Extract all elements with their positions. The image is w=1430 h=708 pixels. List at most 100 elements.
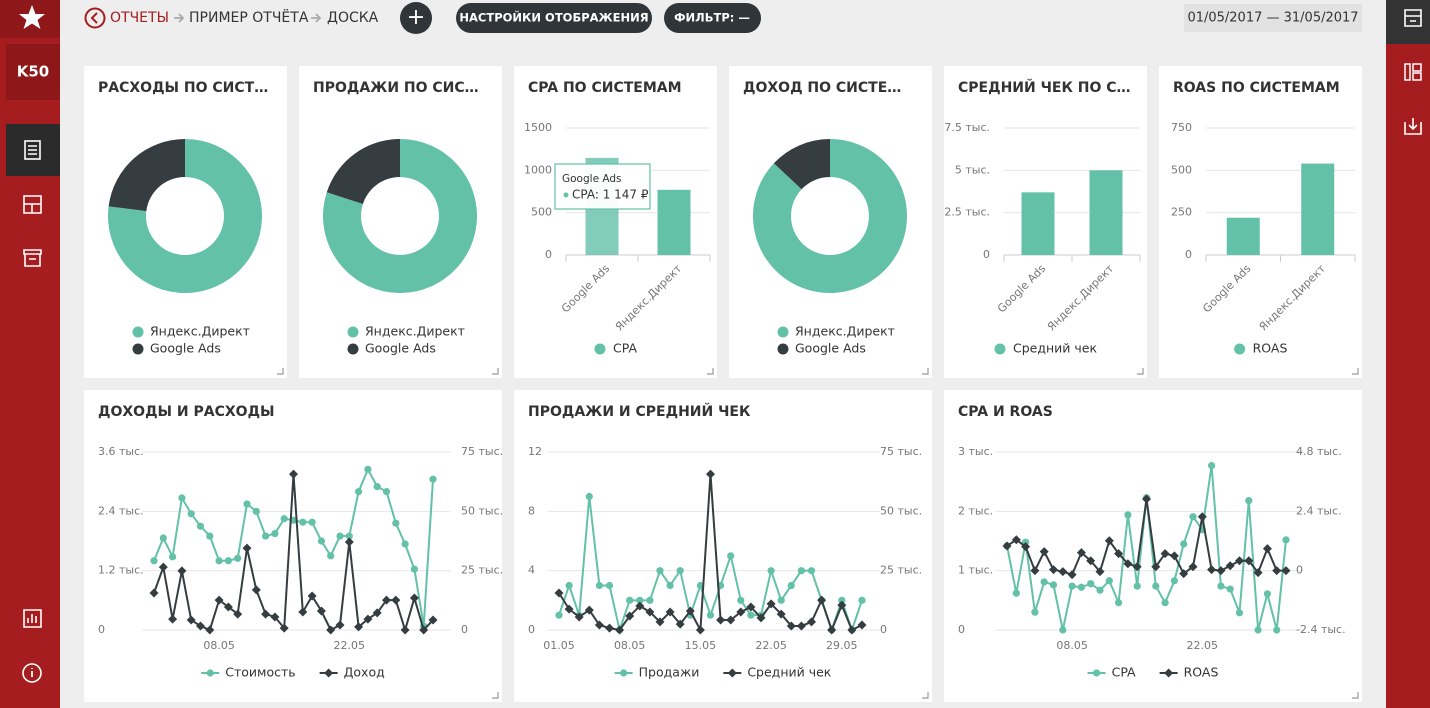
point <box>372 608 382 618</box>
legend-label[interactable]: Google Ads <box>365 341 436 356</box>
point <box>1262 544 1272 554</box>
point <box>1273 626 1281 634</box>
x-tick-label: 22.05 <box>1187 639 1219 652</box>
point <box>1040 578 1048 586</box>
display-settings-button[interactable] <box>456 3 652 33</box>
point <box>1104 536 1114 546</box>
point <box>392 519 400 527</box>
nav-dashboards[interactable] <box>23 195 42 214</box>
resize-handle[interactable] <box>492 692 499 699</box>
calc-icon[interactable] <box>1404 9 1422 27</box>
y-tick-label: 2.5 тыс. <box>944 206 990 219</box>
point <box>409 593 419 603</box>
legend-label[interactable]: Яндекс.Директ <box>150 324 250 339</box>
bar[interactable] <box>657 189 691 255</box>
download-icon[interactable] <box>1404 118 1422 135</box>
point <box>307 591 317 601</box>
breadcrumb[interactable]: ОТЧЕТЫ <box>110 10 169 26</box>
y2-tick-label: 2.4 тыс. <box>1296 504 1342 517</box>
add-button[interactable] <box>400 2 432 34</box>
breadcrumb[interactable]: ПРИМЕР ОТЧЁТА <box>189 8 309 26</box>
widget-title: CPA И ROAS <box>958 404 1053 420</box>
date-picker[interactable] <box>1184 4 1362 32</box>
resize-handle[interactable] <box>707 368 714 375</box>
resize-handle[interactable] <box>277 368 284 375</box>
breadcrumb-separator <box>311 13 322 23</box>
legend-label[interactable]: Яндекс.Директ <box>365 324 465 339</box>
resize-handle[interactable] <box>922 692 929 699</box>
layout-icon[interactable] <box>1404 63 1422 81</box>
point <box>355 487 363 496</box>
legend-item[interactable]: CPA <box>1087 665 1136 680</box>
point <box>316 606 326 616</box>
point <box>1095 567 1105 577</box>
point <box>299 518 307 526</box>
legend-label[interactable]: Google Ads <box>150 341 221 356</box>
point <box>766 599 776 609</box>
point <box>326 625 336 635</box>
point <box>1124 511 1132 519</box>
point <box>645 607 655 617</box>
y2-tick-label: 0 <box>1296 564 1303 577</box>
point <box>1067 570 1077 580</box>
y-tick-label: 0 <box>983 248 990 261</box>
point <box>382 487 391 496</box>
legend[interactable]: ROAS <box>1234 341 1287 356</box>
point <box>206 532 214 540</box>
point <box>746 602 756 612</box>
point <box>564 604 574 614</box>
point <box>1086 556 1096 566</box>
point <box>1244 556 1254 566</box>
resize-handle[interactable] <box>1137 368 1144 375</box>
back-button[interactable] <box>84 7 106 29</box>
legend-label[interactable]: Яндекс.Директ <box>795 324 895 339</box>
point <box>858 596 866 604</box>
legend-item[interactable]: Средний чек <box>723 665 832 680</box>
resize-handle[interactable] <box>1352 692 1359 699</box>
nav-archive[interactable] <box>23 249 42 267</box>
bar[interactable] <box>1226 217 1260 255</box>
legend-item[interactable]: Продажи <box>614 665 700 680</box>
point <box>595 581 603 590</box>
account-box[interactable] <box>6 44 60 100</box>
resize-handle[interactable] <box>1352 368 1359 375</box>
y2-tick-label: 75 тыс. <box>880 445 922 458</box>
point <box>726 615 736 625</box>
bar[interactable] <box>1089 170 1123 255</box>
legend[interactable]: Средний чек <box>994 341 1097 356</box>
point <box>1132 562 1142 572</box>
legend-label[interactable]: Google Ads <box>795 341 866 356</box>
point <box>626 596 634 604</box>
filter-button[interactable] <box>664 3 761 33</box>
point <box>1105 577 1113 585</box>
resize-handle[interactable] <box>492 368 499 375</box>
point <box>786 621 796 631</box>
add-label: + <box>407 5 425 30</box>
point <box>1002 541 1012 551</box>
y-tick-label: 3.6 тыс. <box>98 445 144 458</box>
point <box>737 596 745 604</box>
x-tick-label: 29.05 <box>826 639 858 652</box>
tooltip-marker <box>563 192 569 198</box>
resize-handle[interactable] <box>922 368 929 375</box>
star-icon[interactable] <box>19 5 45 29</box>
point <box>1087 580 1095 588</box>
legend-item[interactable]: Стоимость <box>201 665 296 680</box>
y-tick-label: 0 <box>958 623 965 636</box>
nav-info[interactable] <box>22 663 42 683</box>
x-tick-label: 22.05 <box>334 639 366 652</box>
point <box>308 518 316 526</box>
legend-item[interactable]: Доход <box>319 665 385 680</box>
nav-stats[interactable] <box>23 609 42 628</box>
legend[interactable]: CPA <box>594 341 637 356</box>
legend-item[interactable]: ROAS <box>1159 665 1219 680</box>
legend-label: ROAS <box>1253 341 1288 356</box>
legend-marker <box>994 343 1006 355</box>
point <box>1197 512 1207 522</box>
point <box>1076 548 1086 558</box>
point <box>1049 565 1058 575</box>
bar[interactable] <box>1301 163 1335 255</box>
legend-marker <box>1234 343 1246 355</box>
bar[interactable] <box>1021 192 1055 255</box>
